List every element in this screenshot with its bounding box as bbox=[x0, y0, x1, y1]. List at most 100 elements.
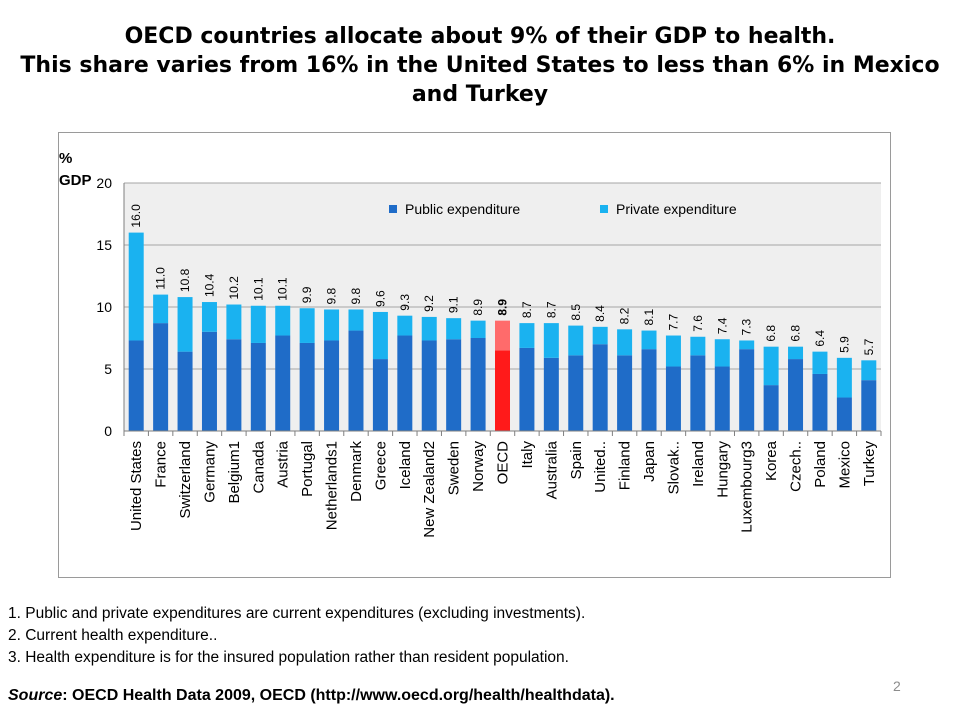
legend-swatch bbox=[600, 205, 608, 213]
category-label: OECD bbox=[495, 441, 512, 485]
bar-public bbox=[201, 331, 217, 431]
bar-public bbox=[348, 330, 364, 431]
bar-public bbox=[470, 338, 486, 431]
page-number: 2 bbox=[893, 678, 901, 694]
source-text: : OECD Health Data 2009, OECD (http://ww… bbox=[62, 687, 615, 704]
category-label: Denmark bbox=[348, 441, 365, 502]
y-tick-label: 15 bbox=[96, 237, 112, 253]
axes: 0 5 10 15 20 bbox=[96, 175, 882, 439]
bar-private bbox=[665, 335, 681, 367]
value-label: 8.7 bbox=[544, 301, 558, 318]
value-label: 7.4 bbox=[715, 317, 729, 334]
bar-public bbox=[324, 340, 340, 431]
y-tick-label: 5 bbox=[104, 361, 112, 377]
legend-label: Public expenditure bbox=[405, 201, 520, 217]
source-prefix: Source bbox=[8, 687, 63, 704]
value-label: 8.1 bbox=[642, 309, 656, 326]
legend-swatch bbox=[389, 205, 397, 213]
value-label: 9.2 bbox=[422, 295, 436, 312]
bar-private bbox=[470, 320, 486, 338]
value-label: 10.4 bbox=[202, 273, 216, 297]
bar-public bbox=[519, 347, 535, 431]
category-label: United.. bbox=[592, 441, 609, 493]
grid-lines bbox=[124, 182, 881, 370]
footnote-1: 1. Public and private expenditures are c… bbox=[8, 605, 586, 622]
value-label: 9.9 bbox=[300, 286, 314, 303]
category-label: United States bbox=[128, 441, 145, 531]
chart-svg: 0 5 10 15 20 % GDP 16.0 United States 11.0 France… bbox=[59, 150, 882, 538]
category-label: Slovak.. bbox=[665, 441, 682, 494]
bar-public bbox=[275, 335, 291, 431]
bar-private bbox=[421, 316, 437, 341]
bar-public bbox=[372, 359, 388, 431]
bar-public bbox=[665, 366, 681, 431]
category-label: Iceland bbox=[397, 441, 414, 489]
value-label: 9.8 bbox=[325, 287, 339, 304]
category-label: Australia bbox=[543, 440, 560, 499]
category-label: Portugal bbox=[299, 441, 316, 497]
bar-public bbox=[836, 397, 852, 431]
footnote-2: 2. Current health expenditure.. bbox=[8, 627, 218, 644]
category-label: Turkey bbox=[861, 441, 878, 487]
value-label: 6.4 bbox=[813, 330, 827, 347]
category-label: Mexico bbox=[836, 441, 853, 489]
category-label: Italy bbox=[519, 441, 536, 469]
bar-private bbox=[446, 318, 462, 340]
bar-private bbox=[617, 329, 633, 356]
value-label: 9.3 bbox=[398, 294, 412, 311]
value-label: 10.1 bbox=[251, 277, 265, 301]
bar-public bbox=[788, 359, 804, 431]
footnote-3: 3. Health expenditure is for the insured… bbox=[8, 649, 569, 666]
value-label: 8.4 bbox=[593, 305, 607, 322]
value-label: 6.8 bbox=[789, 325, 803, 342]
category-label: France bbox=[153, 441, 170, 488]
value-label: 8.5 bbox=[569, 304, 583, 321]
title-line-2: This share varies from 16% in the United… bbox=[20, 53, 940, 78]
category-label: Sweden bbox=[446, 441, 463, 495]
bar-private bbox=[592, 326, 608, 345]
value-label: 8.9 bbox=[471, 299, 485, 316]
category-label: New Zealand2 bbox=[421, 441, 438, 538]
value-label: 9.1 bbox=[447, 296, 461, 313]
bar-private bbox=[861, 360, 877, 381]
labels: % GDP 16.0 United States 11.0 France 10.8 Switz… bbox=[59, 150, 878, 538]
bar-public bbox=[128, 340, 144, 431]
bar-public bbox=[543, 357, 559, 431]
category-label: Hungary bbox=[714, 441, 731, 498]
value-label: 8.7 bbox=[520, 301, 534, 318]
bar-private bbox=[299, 308, 315, 343]
bar-private bbox=[739, 340, 755, 350]
bar-public bbox=[690, 355, 706, 431]
bar-public bbox=[446, 339, 462, 431]
y-tick-label: 20 bbox=[96, 175, 112, 191]
bar-public bbox=[861, 380, 877, 431]
title-line-3: and Turkey bbox=[411, 82, 549, 107]
value-label: 8.2 bbox=[618, 307, 632, 324]
bar-public bbox=[714, 366, 730, 431]
category-label: Canada bbox=[250, 440, 267, 493]
value-label: 5.7 bbox=[862, 338, 876, 355]
bar-private bbox=[788, 346, 804, 360]
slide-title: OECD countries allocate about 9% of thei… bbox=[0, 22, 960, 109]
bar-public bbox=[739, 349, 755, 431]
category-label: Belgium1 bbox=[226, 441, 243, 504]
value-label: 11.0 bbox=[154, 267, 168, 290]
legend-label: Private expenditure bbox=[616, 201, 737, 217]
bar-private bbox=[812, 351, 828, 374]
bar-public bbox=[568, 355, 584, 431]
bar-private bbox=[275, 305, 291, 336]
category-label: Czech.. bbox=[788, 441, 805, 492]
bar-private bbox=[519, 323, 535, 348]
category-label: Austria bbox=[275, 440, 292, 487]
bar-private bbox=[568, 325, 584, 356]
value-label: 7.6 bbox=[691, 315, 705, 332]
category-label: Spain bbox=[568, 441, 585, 479]
title-line-1: OECD countries allocate about 9% of thei… bbox=[124, 24, 836, 49]
category-label: Japan bbox=[641, 441, 658, 482]
footnotes: 1. Public and private expenditures are c… bbox=[8, 603, 585, 669]
bar-public bbox=[226, 339, 242, 431]
value-label: 10.1 bbox=[276, 277, 290, 301]
bar-public bbox=[641, 349, 657, 431]
source-line: Source: OECD Health Data 2009, OECD (htt… bbox=[8, 687, 615, 705]
bar-private bbox=[201, 302, 217, 332]
